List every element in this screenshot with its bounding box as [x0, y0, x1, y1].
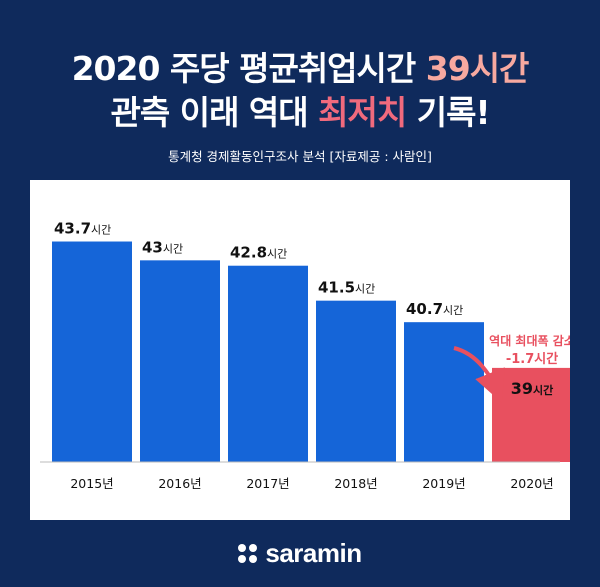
decrease-annotation: 역대 최대폭 감소 -1.7시간: [453, 333, 575, 403]
headline-line-2: 관측 이래 역대 최저치 기록!: [0, 86, 600, 134]
value-label: 39시간: [511, 379, 554, 398]
bar-2016년: [140, 260, 220, 462]
headline-highlight-hours: 39시간: [425, 49, 530, 88]
chart-card: 43.7시간 2015년 43시간 2016년 42.8시간 2017년 41.5시간 201…: [30, 180, 575, 520]
brand-name: saramin: [265, 538, 362, 568]
value-label: 42.8시간: [230, 244, 287, 262]
saramin-dots-icon: [238, 544, 258, 563]
headline-text: 2020 주당 평균취업시간: [71, 49, 426, 88]
value-label: 43시간: [142, 238, 183, 256]
bar-chart: 43.7시간 2015년 43시간 2016년 42.8시간 2017년 41.5시간 201…: [40, 220, 575, 491]
decrease-arrow-icon: [453, 346, 505, 403]
value-label: 41.5시간: [318, 279, 375, 297]
category-label: 2016년: [158, 476, 201, 491]
bar-2018년: [316, 300, 396, 462]
brand-footer: saramin: [0, 537, 600, 577]
annotation-line-1: 역대 최대폭 감소: [489, 333, 570, 348]
headline-line-1: 2020 주당 평균취업시간 39시간: [0, 42, 600, 90]
category-label: 2017년: [246, 476, 289, 491]
headline-highlight-lowest: 최저치: [318, 93, 407, 132]
value-label: 40.7시간: [406, 300, 463, 318]
bar-2015년: [52, 241, 132, 462]
category-label: 2015년: [70, 476, 113, 491]
annotation-line-2: -1.7시간: [506, 351, 558, 367]
category-label: 2018년: [334, 476, 377, 491]
bar-2019년: [404, 322, 484, 462]
category-label: 2019년: [422, 476, 465, 491]
bar-2020년: [492, 367, 572, 462]
headline-text-3: 기록!: [406, 93, 491, 132]
bar-2017년: [228, 265, 308, 462]
source-note: 통계청 경제활동인구조사 분석 [자료제공 : 사람인]: [168, 149, 432, 164]
value-label: 43.7시간: [54, 220, 111, 238]
headline-text-2: 관측 이래 역대: [110, 93, 319, 132]
category-label: 2020년: [510, 476, 553, 491]
